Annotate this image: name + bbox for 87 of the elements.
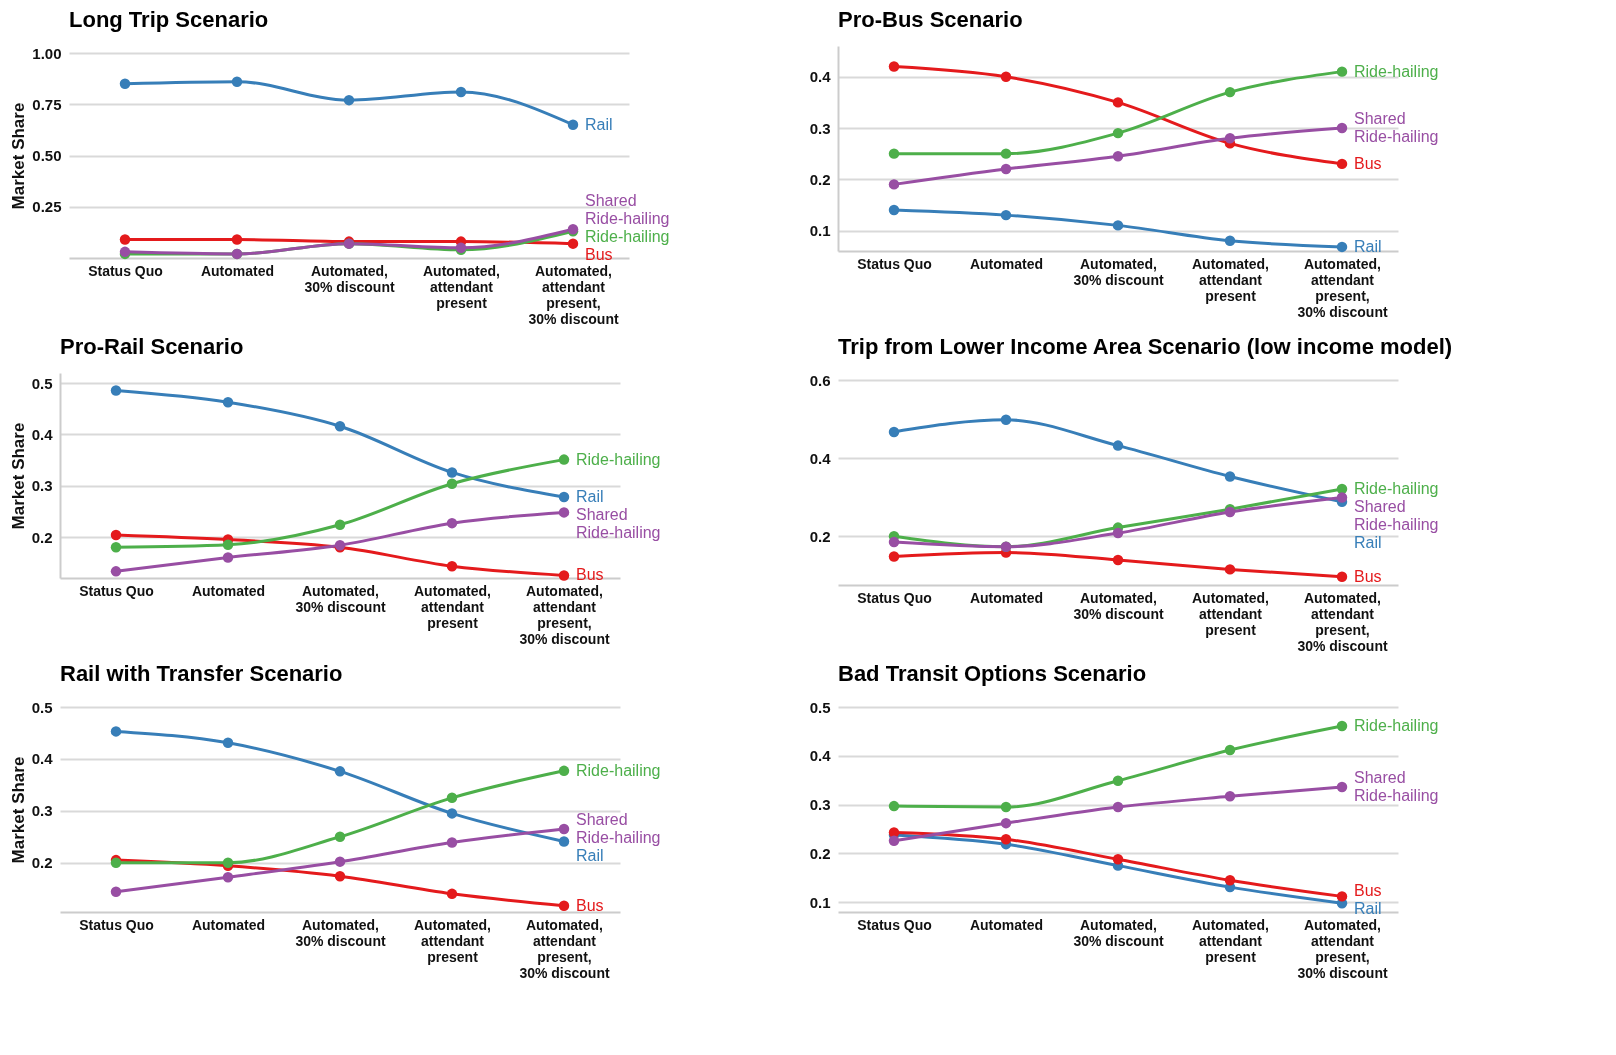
series-label: Bus <box>576 566 604 583</box>
y-tick-label: 0.50 <box>32 147 62 164</box>
series-label: Shared Ride-hailing <box>1354 497 1439 533</box>
y-tick-label: 0.4 <box>809 449 832 467</box>
x-tick-label: Automated, 30% discount <box>295 916 386 949</box>
series-label: Bus <box>1354 882 1382 899</box>
x-tick-label: Automated, attendant present, 30% discount <box>1297 255 1388 320</box>
series-label: Ride-hailing <box>1354 62 1439 80</box>
y-axis-title: Market Share <box>8 422 28 530</box>
y-tick-label: 0.2 <box>809 527 831 545</box>
x-tick-label: Automated <box>191 582 266 599</box>
y-tick-label: 0.4 <box>31 750 54 768</box>
series-label: Bus <box>1354 154 1382 172</box>
series-label: Bus <box>576 896 604 914</box>
y-tick-label: 0.4 <box>809 68 832 86</box>
series-label: Shared Ride-hailing <box>576 506 661 542</box>
x-tick-label: Automated, attendant present <box>414 916 491 965</box>
series-label: Shared Ride-hailing <box>585 192 670 227</box>
series-label: Shared Ride-hailing <box>576 810 661 846</box>
y-tick-label: 0.75 <box>32 95 62 113</box>
x-tick-label: Automated, attendant present <box>414 582 491 631</box>
series-label: Rail <box>576 846 604 864</box>
series-label: Ride-hailing <box>585 228 670 245</box>
x-tick-label: Automated, attendant present <box>1192 589 1269 638</box>
series-label: Rail <box>1354 237 1382 255</box>
x-tick-label: Status Quo <box>79 582 154 599</box>
x-tick-label: Automated, 30% discount <box>295 582 386 615</box>
chart-title: Long Trip Scenario <box>69 7 269 32</box>
x-tick-label: Automated, 30% discount <box>1073 255 1164 288</box>
x-tick-label: Automated, attendant present <box>1192 916 1269 965</box>
x-tick-label: Automated, attendant present, 30% discount <box>519 582 610 647</box>
x-tick-label: Automated, attendant present, 30% discount <box>519 916 610 981</box>
y-tick-label: 0.3 <box>31 477 53 495</box>
y-tick-label: 0.6 <box>809 371 831 389</box>
chart-title: Pro-Bus Scenario <box>838 7 1023 32</box>
x-tick-label: Status Quo <box>88 262 163 279</box>
x-tick-label: Automated <box>191 916 266 933</box>
series-label: Bus <box>585 246 613 263</box>
y-tick-label: 0.2 <box>31 854 53 872</box>
x-tick-label: Automated, 30% discount <box>1073 916 1164 949</box>
y-axis-title: Market Share <box>9 102 29 210</box>
y-tick-label: 1.00 <box>32 44 62 62</box>
y-tick-label: 0.25 <box>32 198 62 216</box>
x-tick-label: Automated, 30% discount <box>1073 589 1164 622</box>
x-tick-label: Automated <box>969 589 1044 606</box>
y-tick-label: 0.3 <box>31 802 53 820</box>
x-tick-label: Automated, attendant present <box>1192 255 1269 304</box>
series-label: Ride-hailing <box>1354 479 1439 497</box>
y-tick-label: 0.5 <box>809 698 831 716</box>
x-tick-label: Automated, attendant present, 30% discount <box>1297 916 1388 981</box>
series-label: Bus <box>1354 567 1382 585</box>
x-tick-label: Automated <box>969 916 1044 933</box>
y-tick-label: 0.2 <box>809 844 831 862</box>
y-tick-label: 0.2 <box>809 170 831 188</box>
x-tick-label: Automated, 30% discount <box>304 262 395 295</box>
series-label: Rail <box>1354 900 1382 917</box>
x-tick-label: Status Quo <box>857 589 932 606</box>
x-tick-label: Automated, attendant present <box>423 262 500 311</box>
y-tick-label: 0.4 <box>809 747 832 765</box>
x-tick-label: Status Quo <box>857 255 932 272</box>
series-label: Rail <box>585 115 613 133</box>
y-axis-title: Market Share <box>8 756 28 864</box>
x-tick-label: Automated <box>969 255 1044 272</box>
x-tick-label: Automated <box>200 262 275 279</box>
series-label: Ride-hailing <box>576 450 661 468</box>
chart-title: Bad Transit Options Scenario <box>838 661 1147 686</box>
x-tick-label: Automated, attendant present, 30% discount <box>1297 589 1388 654</box>
series-label: Shared Ride-hailing <box>1354 110 1439 145</box>
x-tick-label: Status Quo <box>857 916 932 933</box>
y-tick-label: 0.2 <box>31 528 53 546</box>
series-label: Rail <box>576 488 604 506</box>
chart-title: Pro-Rail Scenario <box>60 334 244 359</box>
x-tick-label: Status Quo <box>79 916 154 933</box>
series-label: Ride-hailing <box>576 761 661 779</box>
series-label: Shared Ride-hailing <box>1354 769 1439 805</box>
x-tick-label: Automated, attendant present, 30% discount <box>528 262 619 327</box>
y-tick-label: 0.5 <box>31 374 53 392</box>
series-label: Ride-hailing <box>1354 717 1439 735</box>
series-label: Rail <box>1354 533 1382 551</box>
y-tick-label: 0.1 <box>809 893 831 911</box>
chart-title: Rail with Transfer Scenario <box>60 661 343 686</box>
y-tick-label: 0.3 <box>809 119 831 137</box>
y-tick-label: 0.5 <box>31 698 53 716</box>
y-tick-label: 0.4 <box>31 426 54 443</box>
y-tick-label: 0.1 <box>809 222 831 239</box>
y-tick-label: 0.3 <box>809 796 831 814</box>
chart-title: Trip from Lower Income Area Scenario (low income model) <box>838 334 1453 359</box>
